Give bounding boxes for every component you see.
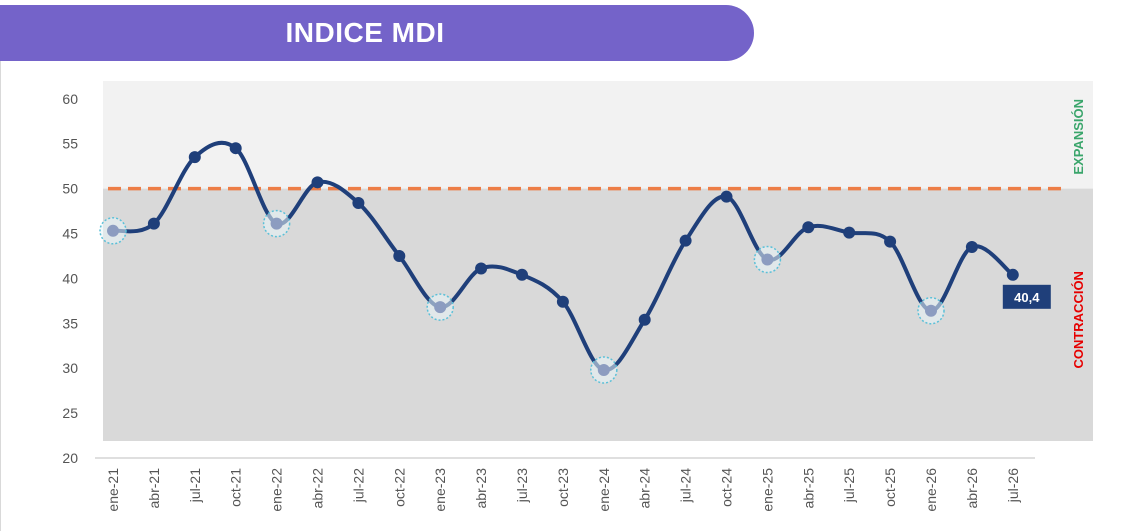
- y-tick-label: 50: [62, 181, 78, 197]
- x-tick-label: abr-23: [473, 468, 489, 509]
- last-value-label-box: 40,4: [1002, 284, 1051, 309]
- x-tick-label: ene-24: [596, 468, 612, 512]
- data-point: [843, 226, 856, 239]
- left-border: [0, 61, 1, 531]
- data-point: [965, 240, 978, 253]
- data-point: [720, 190, 733, 203]
- x-tick-label: abr-26: [964, 468, 980, 509]
- data-point-highlighted: [761, 253, 774, 266]
- data-point: [516, 268, 528, 281]
- data-point-highlighted: [597, 363, 610, 376]
- data-point-highlighted: [925, 304, 937, 317]
- x-axis-ticks: ene-21 abr-21 jul-21 oct-21 ene-22 abr-22 jul-…: [105, 468, 1021, 512]
- data-point: [393, 249, 406, 262]
- contraction-zone: [103, 188, 1093, 441]
- data-point: [229, 142, 242, 155]
- expansion-label: EXPANSIÓN: [1071, 99, 1086, 175]
- x-tick-label: ene-23: [432, 468, 448, 512]
- x-tick-label: jul-22: [350, 468, 366, 503]
- data-point: [1006, 268, 1019, 281]
- data-point: [475, 262, 488, 275]
- y-tick-label: 30: [62, 360, 78, 376]
- x-tick-label: abr-22: [310, 468, 326, 509]
- data-point: [188, 151, 201, 164]
- x-tick-label: abr-24: [637, 468, 653, 509]
- data-point: [679, 234, 692, 247]
- data-point-highlighted: [107, 224, 119, 237]
- y-tick-label: 35: [62, 315, 78, 331]
- x-tick-label: oct-23: [555, 468, 571, 507]
- y-tick-label: 40: [62, 270, 78, 286]
- expansion-zone: [103, 81, 1093, 189]
- x-tick-label: ene-25: [759, 468, 775, 512]
- data-point: [311, 176, 324, 189]
- last-value-label: 40,4: [1014, 290, 1040, 305]
- y-tick-label: 60: [62, 91, 78, 107]
- x-tick-label: ene-22: [269, 468, 285, 512]
- data-point: [352, 196, 365, 209]
- x-tick-label: jul-24: [678, 468, 694, 503]
- x-tick-label: oct-25: [882, 468, 898, 507]
- x-tick-label: oct-21: [228, 468, 244, 507]
- x-tick-label: jul-23: [514, 468, 530, 503]
- y-tick-label: 55: [62, 136, 78, 152]
- x-tick-label: abr-25: [800, 468, 816, 509]
- title-banner: INDICE MDI: [0, 5, 754, 61]
- y-tick-label: 45: [62, 226, 78, 242]
- data-point: [802, 221, 815, 234]
- x-tick-label: abr-21: [146, 468, 162, 509]
- x-tick-label: ene-21: [105, 468, 121, 512]
- contraction-label: CONTRACCIÓN: [1071, 271, 1086, 369]
- last-value-bg: [1002, 284, 1051, 309]
- data-point: [556, 295, 569, 308]
- x-tick-label: oct-24: [719, 468, 735, 507]
- x-tick-label: jul-21: [187, 468, 203, 503]
- y-tick-label: 20: [62, 450, 78, 466]
- data-point: [147, 217, 160, 230]
- x-tick-label: oct-22: [391, 468, 407, 507]
- x-tick-label: ene-26: [923, 468, 939, 512]
- data-point-highlighted: [270, 217, 283, 230]
- data-point-highlighted: [434, 301, 447, 314]
- x-tick-label: jul-26: [1005, 468, 1021, 503]
- x-tick-label: jul-25: [841, 468, 857, 503]
- series-points: [99, 142, 1019, 384]
- y-tick-label: 25: [62, 405, 78, 421]
- y-axis-ticks: 20 25 30 35 40 45 50 55 60: [62, 91, 78, 466]
- data-point: [638, 313, 651, 326]
- chart-title: INDICE MDI: [285, 17, 445, 48]
- data-point: [884, 235, 897, 248]
